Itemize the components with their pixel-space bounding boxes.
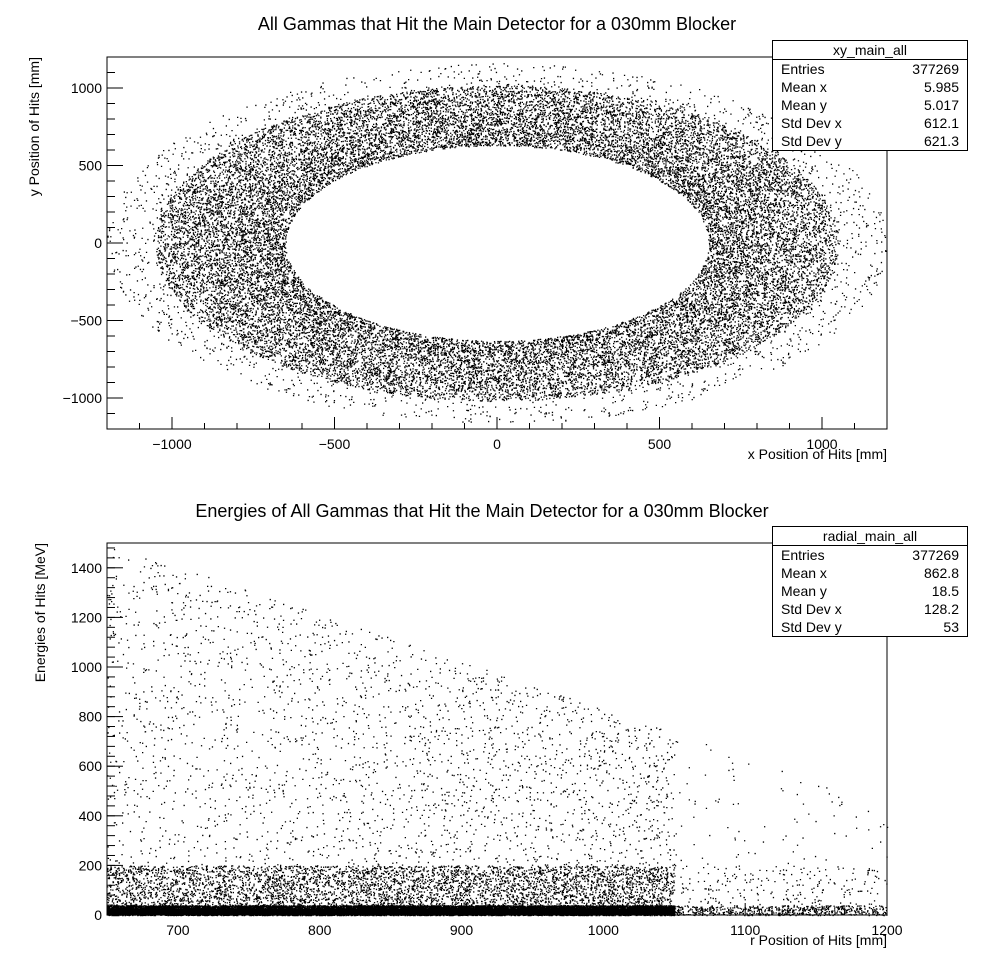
radial-y-tick-label: 600 xyxy=(79,758,103,774)
radial-x-axis-label: r Position of Hits [mm] xyxy=(750,932,887,948)
radial-chart-title: Energies of All Gammas that Hit the Main… xyxy=(195,501,768,521)
stats-row: Mean y 18.5 xyxy=(781,583,959,599)
xy-x-tick-label: 1000 xyxy=(806,436,837,452)
radial-stats-name: radial_main_all xyxy=(773,527,967,546)
stats-row: Std Dev x 612.1 xyxy=(781,115,959,131)
radial-x-tick-label: 800 xyxy=(308,922,332,938)
radial-x-tick-label: 1100 xyxy=(730,922,760,938)
xy-chart-title: All Gammas that Hit the Main Detector fo… xyxy=(258,14,736,34)
radial-x-tick-label: 900 xyxy=(450,922,474,938)
radial-x-tick-label: 1200 xyxy=(871,922,902,938)
stats-row: Std Dev y 53 xyxy=(781,619,959,635)
stats-row: Mean x 5.985 xyxy=(781,79,959,95)
radial-plot-frame xyxy=(106,542,888,916)
stats-row: Mean x 862.8 xyxy=(781,565,959,581)
xy-x-tick-label: −500 xyxy=(319,436,351,452)
radial-y-tick-label: 1000 xyxy=(71,659,102,675)
radial-y-tick-label: 800 xyxy=(79,709,103,725)
xy-x-axis-label: x Position of Hits [mm] xyxy=(748,446,887,462)
xy-scatter-point-cloud xyxy=(107,63,887,423)
stats-row: Mean y 5.017 xyxy=(781,97,959,113)
radial-chart: Energies of All Gammas that Hit the Main… xyxy=(32,501,903,948)
stats-row: Std Dev x 128.2 xyxy=(781,601,959,617)
stats-row: Std Dev y 621.3 xyxy=(781,133,959,149)
xy-y-tick-label: 1000 xyxy=(71,80,102,96)
radial-y-axis-label: Energies of Hits [MeV] xyxy=(32,543,48,682)
xy-y-tick-label: −500 xyxy=(70,313,102,329)
radial-x-tick-label: 700 xyxy=(166,922,190,938)
xy-x-tick-label: 500 xyxy=(648,436,672,452)
stats-row: Entries 377269 xyxy=(781,547,959,563)
radial-y-tick-label: 1400 xyxy=(71,560,102,576)
xy-x-tick-label: −1000 xyxy=(152,436,192,452)
radial-axis-ticks: 700 800 900 1000 1100 1200 0 200 400 600 800 1000 12… xyxy=(71,547,903,938)
xy-axis-ticks: −1000 −500 0 500 1000 −1000 −500 0 500 1000 xyxy=(63,56,888,452)
xy-y-tick-label: 500 xyxy=(79,158,103,174)
xy-chart: All Gammas that Hit the Main Detector fo… xyxy=(26,14,888,462)
xy-stats-box: xy_main_all Entries 377269 Mean x 5.985 Me… xyxy=(772,40,968,151)
radial-y-tick-label: 200 xyxy=(79,857,103,873)
xy-x-tick-label: 0 xyxy=(493,436,501,452)
stats-row: Entries 377269 xyxy=(781,61,959,77)
xy-y-tick-label: −1000 xyxy=(63,390,103,406)
xy-stats-name: xy_main_all xyxy=(773,41,967,60)
xy-scatter-points xyxy=(107,63,887,423)
xy-y-axis-label: y Position of Hits [mm] xyxy=(26,57,42,196)
radial-x-tick-label: 1000 xyxy=(588,922,619,938)
radial-stats-box: radial_main_all Entries 377269 Mean x 862.… xyxy=(772,526,968,637)
radial-y-tick-label: 400 xyxy=(79,808,103,824)
radial-y-tick-label: 0 xyxy=(94,907,102,923)
radial-y-tick-label: 1200 xyxy=(71,609,102,625)
xy-y-tick-label: 0 xyxy=(94,235,102,251)
